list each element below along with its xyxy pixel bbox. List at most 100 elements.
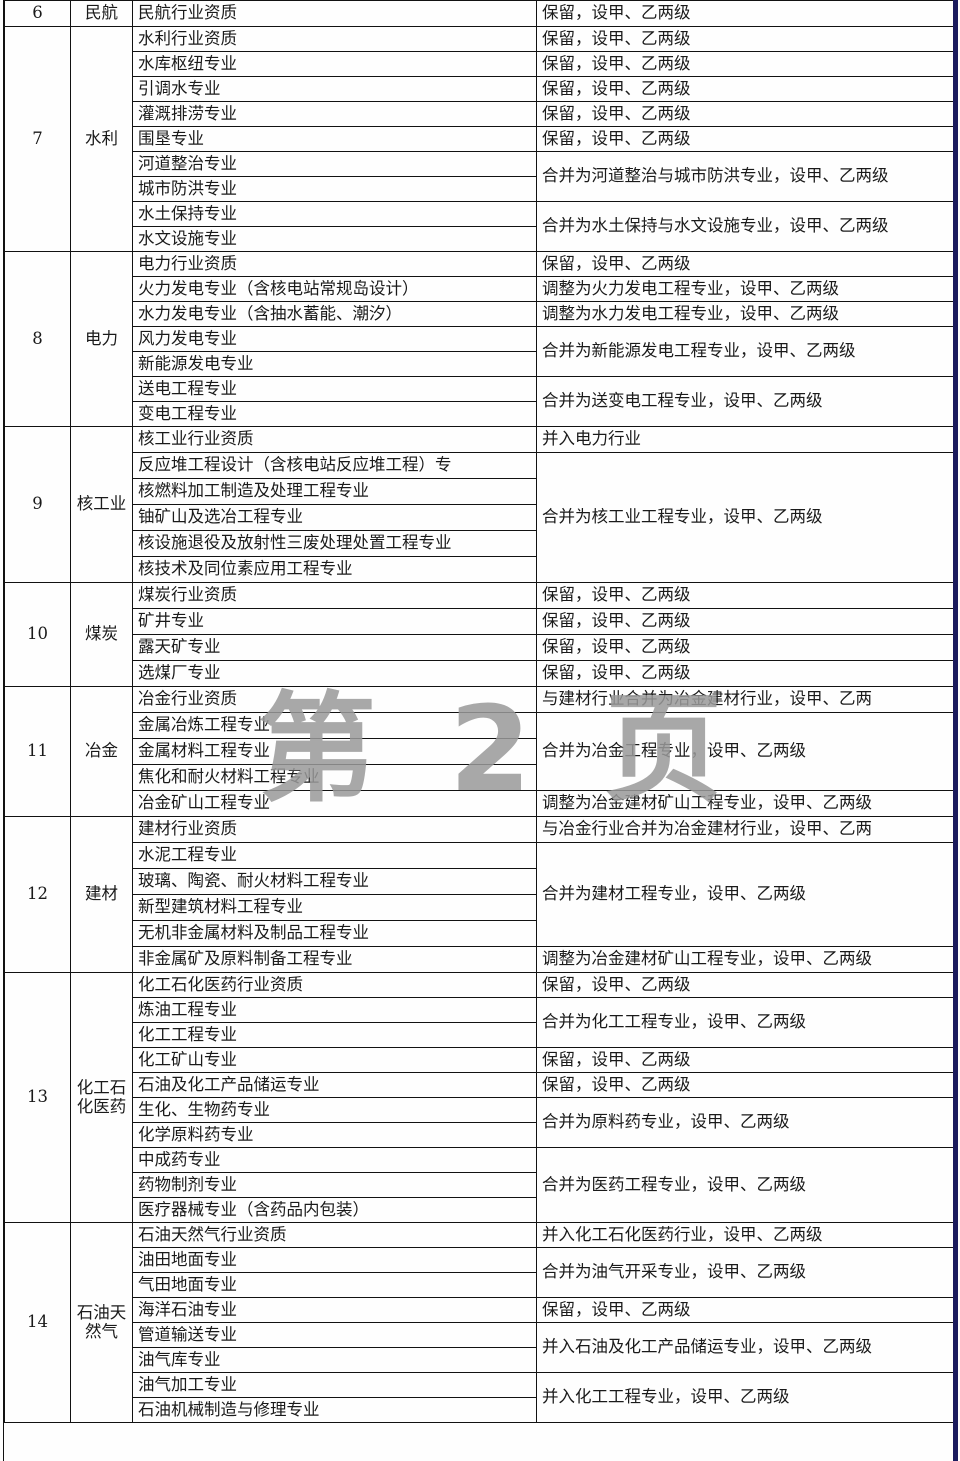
adjustment-action-cell: 并入石油及化工产品储运专业，设甲、乙两级 xyxy=(536,1322,957,1373)
table-row: 炼油工程专业 合并为化工工程专业，设甲、乙两级 xyxy=(5,997,957,1048)
qualification-cell: 化工工程专业 xyxy=(132,1022,537,1048)
table-row: 风力发电专业 合并为新能源发电工程专业，设甲、乙两级 xyxy=(5,326,957,377)
adjustment-action-cell: 并入化工石化医药行业，设甲、乙两级 xyxy=(536,1222,957,1248)
industry-name-cell: 水利 xyxy=(70,26,133,252)
table-row: 核设施退役及放射性三废处理处置工程专业 xyxy=(5,530,957,557)
qualification-cell: 围垦专业 xyxy=(132,126,537,152)
industry-name-cell: 石油天然气 xyxy=(70,1222,133,1423)
qualification-cell: 城市防洪专业 xyxy=(132,176,537,202)
table-row: 新能源发电专业 xyxy=(5,351,957,377)
table-row: 焦化和耐火材料工程专业 xyxy=(5,764,957,791)
qualification-cell: 水库枢纽专业 xyxy=(132,51,537,77)
qualification-cell: 煤炭行业资质 xyxy=(132,582,537,609)
adjustment-action-cell: 保留，设甲、乙两级 xyxy=(536,634,957,661)
industry-name-cell: 建材 xyxy=(70,816,133,973)
table-row: 化工矿山专业 保留，设甲、乙两级 xyxy=(5,1047,957,1073)
qualification-cell: 金属冶炼工程专业 xyxy=(132,712,537,739)
row-number-cell: 14 xyxy=(4,1222,71,1423)
table-row: 9 核工业 核工业行业资质 并入电力行业 xyxy=(4,426,957,583)
qualification-cell: 化学原料药专业 xyxy=(132,1122,537,1148)
page-right-accent-rule xyxy=(953,0,958,1461)
table-row: 7 水利 水利行业资质 保留，设甲、乙两级 xyxy=(4,26,957,252)
qualification-cell: 药物制剂专业 xyxy=(132,1172,537,1198)
table-row: 10 煤炭 煤炭行业资质 保留，设甲、乙两级 xyxy=(4,582,957,687)
qualification-cell: 核工业行业资质 xyxy=(132,426,537,453)
qualification-cell: 民航行业资质 xyxy=(132,0,537,27)
adjustment-action-cell: 保留，设甲、乙两级 xyxy=(536,972,957,998)
table-row: 玻璃、陶瓷、耐火材料工程专业 xyxy=(5,868,957,895)
page-left-rule xyxy=(3,0,4,1461)
qualification-cell: 新能源发电专业 xyxy=(132,351,537,377)
table-row: 围垦专业 保留，设甲、乙两级 xyxy=(5,126,957,152)
adjustment-action-cell: 保留，设甲、乙两级 xyxy=(536,0,957,27)
adjustment-action-cell: 合并为原料药专业，设甲、乙两级 xyxy=(536,1097,957,1148)
adjustment-action-cell: 合并为建材工程专业，设甲、乙两级 xyxy=(536,842,957,947)
qualification-cell: 石油及化工产品储运专业 xyxy=(132,1072,537,1098)
adjustment-action-cell: 保留，设甲、乙两级 xyxy=(536,51,957,77)
industry-name-cell: 化工石化医药 xyxy=(70,972,133,1223)
qualification-cell: 金属材料工程专业 xyxy=(132,738,537,765)
table-row: 河道整治专业 合并为河道整治与城市防洪专业，设甲、乙两级 xyxy=(5,151,957,202)
qualification-cell: 露天矿专业 xyxy=(132,634,537,661)
adjustment-action-cell: 并入化工工程专业，设甲、乙两级 xyxy=(536,1372,957,1423)
qualification-cell: 石油天然气行业资质 xyxy=(132,1222,537,1248)
qualification-cell: 油气加工专业 xyxy=(132,1372,537,1398)
qualification-cell: 水泥工程专业 xyxy=(132,842,537,869)
qualification-cell: 引调水专业 xyxy=(132,76,537,102)
adjustment-action-cell: 保留，设甲、乙两级 xyxy=(536,76,957,102)
qualification-cell: 灌溉排涝专业 xyxy=(132,101,537,127)
adjustment-action-cell: 保留，设甲、乙两级 xyxy=(536,608,957,635)
qualification-cell: 油田地面专业 xyxy=(132,1247,537,1273)
adjustment-action-cell: 保留，设甲、乙两级 xyxy=(536,26,957,52)
qualification-cell: 油气库专业 xyxy=(132,1347,537,1373)
qualification-cell: 建材行业资质 xyxy=(132,816,537,843)
table-row: 露天矿专业 保留，设甲、乙两级 xyxy=(5,634,957,661)
adjustment-action-cell: 调整为火力发电工程专业，设甲、乙两级 xyxy=(536,276,957,302)
row-number-cell: 7 xyxy=(4,26,71,252)
table-row: 石油机械制造与修理专业 xyxy=(5,1397,957,1423)
qualification-cell: 气田地面专业 xyxy=(132,1272,537,1298)
qualification-cell: 铀矿山及选冶工程专业 xyxy=(132,504,537,531)
table-row: 矿井专业 保留，设甲、乙两级 xyxy=(5,608,957,635)
row-number-cell: 11 xyxy=(4,686,71,817)
table-row: 中成药专业 合并为医药工程专业，设甲、乙两级 xyxy=(5,1147,957,1223)
row-number-cell: 10 xyxy=(4,582,71,687)
table-row: 水力发电专业（含抽水蓄能、潮汐） 调整为水力发电工程专业，设甲、乙两级 xyxy=(5,301,957,327)
adjustment-action-cell: 并入电力行业 xyxy=(536,426,957,453)
adjustment-action-cell: 保留，设甲、乙两级 xyxy=(536,1297,957,1323)
table-row: 冶金矿山工程专业 调整为冶金建材矿山工程专业，设甲、乙两级 xyxy=(5,790,957,817)
qualification-cell: 焦化和耐火材料工程专业 xyxy=(132,764,537,791)
qualification-cell: 水力发电专业（含抽水蓄能、潮汐） xyxy=(132,301,537,327)
table-row: 管道输送专业 并入石油及化工产品储运专业，设甲、乙两级 xyxy=(5,1322,957,1373)
table-row: 油气加工专业 并入化工工程专业，设甲、乙两级 xyxy=(5,1372,957,1423)
table-row: 引调水专业 保留，设甲、乙两级 xyxy=(5,76,957,102)
table-row: 13 化工石化医药 化工石化医药行业资质 保留，设甲、乙两级 xyxy=(4,972,957,1223)
qualification-cell: 冶金行业资质 xyxy=(132,686,537,713)
industry-name-cell: 民航 xyxy=(70,0,133,27)
adjustment-action-cell: 合并为化工工程专业，设甲、乙两级 xyxy=(536,997,957,1048)
qualification-cell: 炼油工程专业 xyxy=(132,997,537,1023)
table-row: 核燃料加工制造及处理工程专业 xyxy=(5,478,957,505)
adjustment-action-cell: 合并为冶金工程专业，设甲、乙两级 xyxy=(536,712,957,791)
table-row: 医疗器械专业（含药品内包装） xyxy=(5,1197,957,1223)
adjustment-action-cell: 合并为油气开采专业，设甲、乙两级 xyxy=(536,1247,957,1298)
qualification-cell: 石油机械制造与修理专业 xyxy=(132,1397,537,1423)
table-row: 11 冶金 冶金行业资质 与建材行业合并为冶金建材行业，设甲、乙两 xyxy=(4,686,957,817)
row-number-cell: 9 xyxy=(4,426,71,583)
table-row: 金属材料工程专业 xyxy=(5,738,957,765)
industry-name-cell: 煤炭 xyxy=(70,582,133,687)
qualification-cell: 电力行业资质 xyxy=(132,251,537,277)
industry-name-cell: 电力 xyxy=(70,251,133,427)
table-row: 水泥工程专业 合并为建材工程专业，设甲、乙两级 xyxy=(5,842,957,947)
table-row: 6 民航 民航行业资质 保留，设甲、乙两级 xyxy=(4,0,957,27)
table-row: 水土保持专业 合并为水土保持与水文设施专业，设甲、乙两级 xyxy=(5,201,957,252)
table-row: 气田地面专业 xyxy=(5,1272,957,1298)
adjustment-action-cell: 保留，设甲、乙两级 xyxy=(536,660,957,687)
table-row: 生化、生物药专业 合并为原料药专业，设甲、乙两级 xyxy=(5,1097,957,1148)
adjustment-action-cell: 保留，设甲、乙两级 xyxy=(536,126,957,152)
qualification-cell: 管道输送专业 xyxy=(132,1322,537,1348)
qualification-cell: 新型建筑材料工程专业 xyxy=(132,894,537,921)
row-number-cell: 12 xyxy=(4,816,71,973)
qualification-cell: 反应堆工程设计（含核电站反应堆工程）专 xyxy=(132,452,537,479)
